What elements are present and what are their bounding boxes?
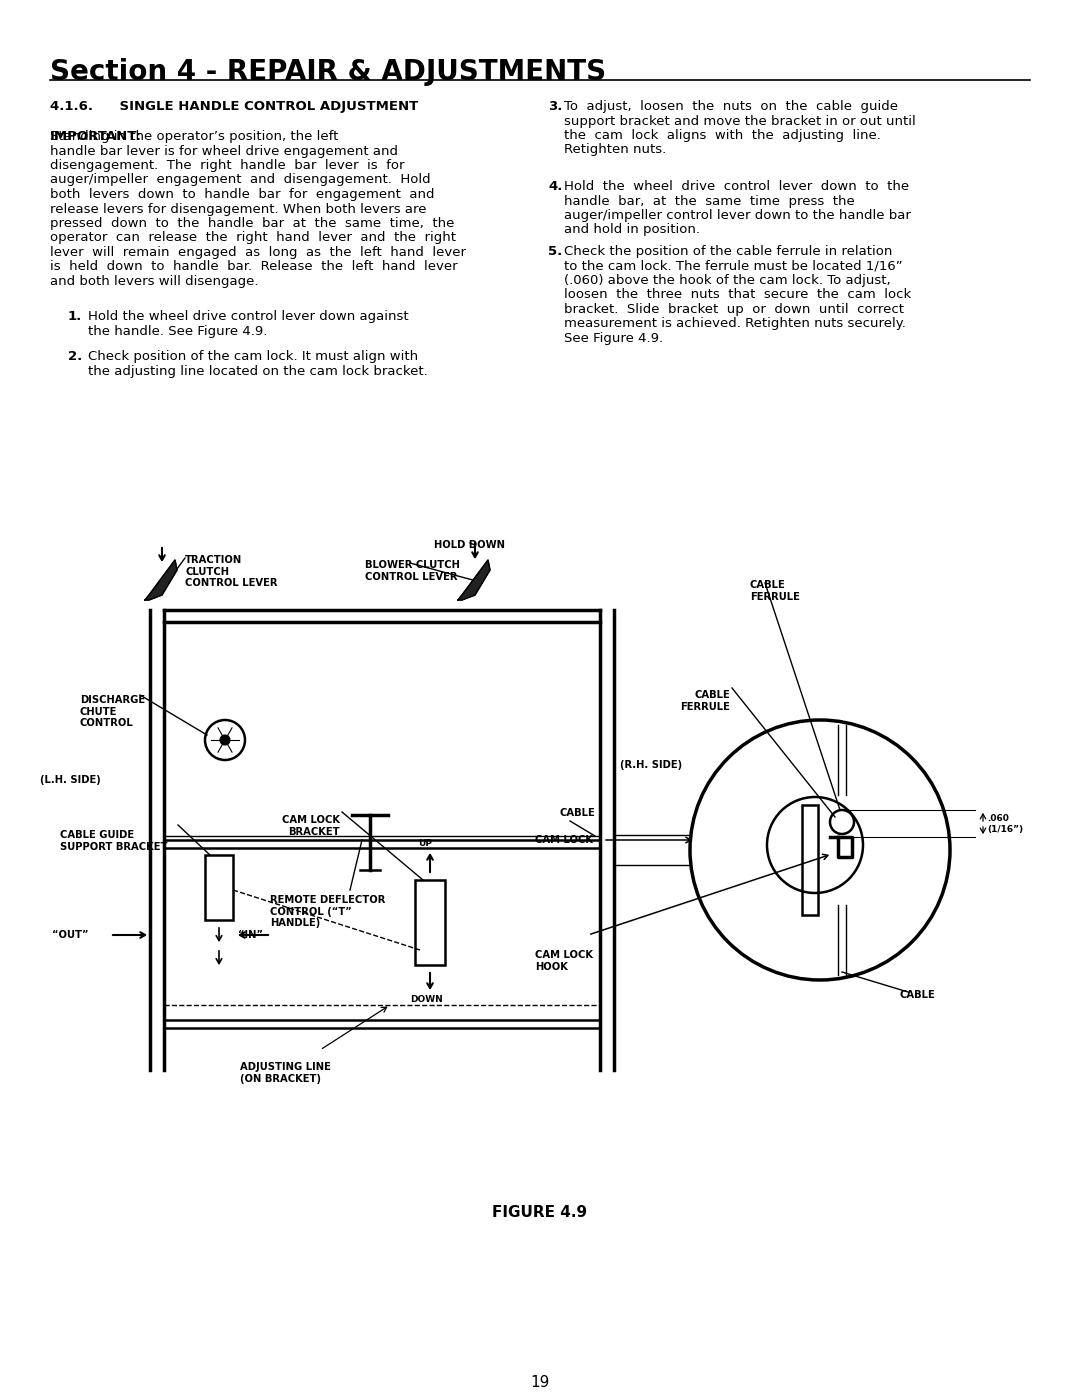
Text: DISCHARGE
CHUTE
CONTROL: DISCHARGE CHUTE CONTROL bbox=[80, 694, 145, 728]
Text: Check the position of the cable ferrule in relation: Check the position of the cable ferrule … bbox=[564, 244, 892, 258]
Text: and both levers will disengage.: and both levers will disengage. bbox=[50, 275, 258, 288]
Text: IMPORTANT:: IMPORTANT: bbox=[50, 130, 141, 142]
Text: TRACTION
CLUTCH
CONTROL LEVER: TRACTION CLUTCH CONTROL LEVER bbox=[185, 555, 278, 588]
Text: auger/impeller control lever down to the handle bar: auger/impeller control lever down to the… bbox=[564, 210, 910, 222]
Text: “OUT”: “OUT” bbox=[52, 930, 89, 940]
Bar bbox=[205, 855, 233, 921]
Text: 5.: 5. bbox=[548, 244, 563, 258]
Text: CABLE: CABLE bbox=[900, 990, 935, 1000]
Text: ADJUSTING LINE
(ON BRACKET): ADJUSTING LINE (ON BRACKET) bbox=[240, 1062, 330, 1084]
Text: UP: UP bbox=[418, 840, 432, 848]
Text: REMOTE DEFLECTOR
CONTROL (“T”
HANDLE): REMOTE DEFLECTOR CONTROL (“T” HANDLE) bbox=[270, 895, 386, 928]
Text: disengagement.  The  right  handle  bar  lever  is  for: disengagement. The right handle bar leve… bbox=[50, 159, 405, 172]
Text: the  cam  lock  aligns  with  the  adjusting  line.: the cam lock aligns with the adjusting l… bbox=[564, 129, 881, 142]
Text: the adjusting line located on the cam lock bracket.: the adjusting line located on the cam lo… bbox=[87, 365, 428, 377]
Text: support bracket and move the bracket in or out until: support bracket and move the bracket in … bbox=[564, 115, 916, 127]
Text: .060
(1/16”): .060 (1/16”) bbox=[987, 814, 1023, 834]
Text: Check position of the cam lock. It must align with: Check position of the cam lock. It must … bbox=[87, 351, 418, 363]
Text: the handle. See Figure 4.9.: the handle. See Figure 4.9. bbox=[87, 324, 268, 338]
Text: (.060) above the hook of the cam lock. To adjust,: (.060) above the hook of the cam lock. T… bbox=[564, 274, 891, 286]
Text: is  held  down  to  handle  bar.  Release  the  left  hand  lever: is held down to handle bar. Release the … bbox=[50, 260, 458, 274]
Circle shape bbox=[220, 735, 230, 745]
Text: pressed  down  to  the  handle  bar  at  the  same  time,  the: pressed down to the handle bar at the sa… bbox=[50, 217, 455, 231]
Text: See Figure 4.9.: See Figure 4.9. bbox=[564, 332, 663, 345]
Text: FIGURE 4.9: FIGURE 4.9 bbox=[492, 1206, 588, 1220]
Text: to the cam lock. The ferrule must be located 1/16”: to the cam lock. The ferrule must be loc… bbox=[564, 260, 903, 272]
Text: 3.: 3. bbox=[548, 101, 563, 113]
Text: Hold the wheel drive control lever down against: Hold the wheel drive control lever down … bbox=[87, 310, 408, 323]
Text: lever  will  remain  engaged  as  long  as  the  left  hand  lever: lever will remain engaged as long as the… bbox=[50, 246, 465, 258]
Text: Section 4 - REPAIR & ADJUSTMENTS: Section 4 - REPAIR & ADJUSTMENTS bbox=[50, 59, 606, 87]
Text: 1.: 1. bbox=[68, 310, 82, 323]
Text: CABLE GUIDE
SUPPORT BRACKET: CABLE GUIDE SUPPORT BRACKET bbox=[60, 830, 167, 852]
Text: handle  bar,  at  the  same  time  press  the: handle bar, at the same time press the bbox=[564, 194, 854, 208]
Text: BLOWER CLUTCH
CONTROL LEVER: BLOWER CLUTCH CONTROL LEVER bbox=[365, 560, 460, 581]
Text: CABLE: CABLE bbox=[561, 807, 596, 819]
Text: 2.: 2. bbox=[68, 351, 82, 363]
Bar bbox=[415, 880, 445, 965]
Text: both  levers  down  to  handle  bar  for  engagement  and: both levers down to handle bar for engag… bbox=[50, 189, 434, 201]
Text: Standing in the operator’s position, the left: Standing in the operator’s position, the… bbox=[50, 130, 338, 142]
Text: CABLE
FERRULE: CABLE FERRULE bbox=[750, 580, 800, 602]
Text: and hold in position.: and hold in position. bbox=[564, 224, 700, 236]
Bar bbox=[802, 805, 818, 915]
Text: 19: 19 bbox=[530, 1375, 550, 1390]
Text: Hold  the  wheel  drive  control  lever  down  to  the: Hold the wheel drive control lever down … bbox=[564, 180, 909, 193]
Text: To  adjust,  loosen  the  nuts  on  the  cable  guide: To adjust, loosen the nuts on the cable … bbox=[564, 101, 897, 113]
Text: CAM LOCK: CAM LOCK bbox=[535, 835, 593, 845]
Text: operator  can  release  the  right  hand  lever  and  the  right: operator can release the right hand leve… bbox=[50, 232, 456, 244]
Text: loosen  the  three  nuts  that  secure  the  cam  lock: loosen the three nuts that secure the ca… bbox=[564, 289, 912, 302]
Text: bracket.  Slide  bracket  up  or  down  until  correct: bracket. Slide bracket up or down until … bbox=[564, 303, 904, 316]
Text: HOLD DOWN: HOLD DOWN bbox=[434, 541, 505, 550]
Text: CAM LOCK
BRACKET: CAM LOCK BRACKET bbox=[282, 814, 340, 837]
Text: release levers for disengagement. When both levers are: release levers for disengagement. When b… bbox=[50, 203, 427, 215]
Text: (L.H. SIDE): (L.H. SIDE) bbox=[40, 775, 100, 785]
Polygon shape bbox=[458, 560, 490, 599]
Text: 4.: 4. bbox=[548, 180, 563, 193]
Polygon shape bbox=[145, 560, 177, 599]
Text: “IN”: “IN” bbox=[238, 930, 264, 940]
Text: auger/impeller  engagement  and  disengagement.  Hold: auger/impeller engagement and disengagem… bbox=[50, 173, 431, 187]
Text: CAM LOCK
HOOK: CAM LOCK HOOK bbox=[535, 950, 593, 971]
Text: (R.H. SIDE): (R.H. SIDE) bbox=[620, 760, 683, 770]
Text: handle bar lever is for wheel drive engagement and: handle bar lever is for wheel drive enga… bbox=[50, 144, 399, 158]
Text: CABLE
FERRULE: CABLE FERRULE bbox=[680, 690, 730, 711]
Text: DOWN: DOWN bbox=[410, 995, 443, 1004]
Text: 4.1.6.  SINGLE HANDLE CONTROL ADJUSTMENT: 4.1.6. SINGLE HANDLE CONTROL ADJUSTMENT bbox=[50, 101, 418, 113]
Text: Retighten nuts.: Retighten nuts. bbox=[564, 144, 666, 156]
Text: measurement is achieved. Retighten nuts securely.: measurement is achieved. Retighten nuts … bbox=[564, 317, 906, 331]
